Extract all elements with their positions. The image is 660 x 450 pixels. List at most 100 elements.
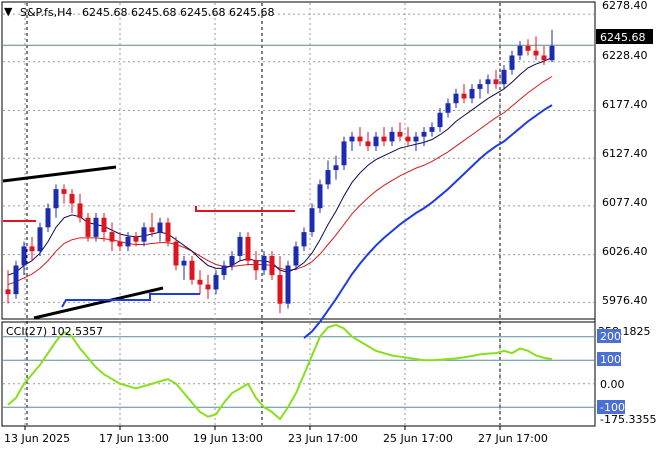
- candle-body: [373, 136, 379, 147]
- cci-axis-label: 200: [600, 330, 621, 343]
- candle-body: [445, 103, 451, 113]
- candles[interactable]: [5, 29, 555, 314]
- price-label: 6177.40: [602, 98, 648, 111]
- candle-body: [549, 45, 555, 61]
- candle-body: [485, 79, 491, 85]
- drawing-objects[interactable]: [2, 165, 295, 320]
- candle-body: [253, 260, 259, 271]
- cci-levels: [3, 336, 594, 408]
- blue-trend-line: [303, 104, 553, 339]
- candle-body: [533, 50, 539, 56]
- red-segment: [195, 206, 295, 212]
- candle-body: [229, 255, 235, 266]
- time-label: 23 Jun 17:00: [288, 432, 358, 445]
- main-pane-frame: [1, 1, 596, 320]
- candle-body: [333, 165, 339, 171]
- candle-body: [413, 136, 419, 142]
- candle-body: [173, 241, 179, 266]
- price-label: 6077.40: [602, 196, 648, 209]
- candle-body: [525, 45, 531, 51]
- time-label: 19 Jun 13:00: [193, 432, 263, 445]
- time-label: 25 Jun 17:00: [383, 432, 453, 445]
- candle-body: [277, 275, 283, 304]
- candle-body: [269, 255, 275, 276]
- candle-body: [157, 222, 163, 233]
- candle-body: [357, 136, 363, 142]
- candle-body: [189, 260, 195, 280]
- cci-level-tag: [597, 352, 621, 366]
- cci-axis-label: 0.00: [600, 378, 625, 391]
- candle-body: [429, 127, 435, 132]
- candle-body: [301, 232, 307, 247]
- candle-body: [237, 236, 243, 256]
- symbol-label: S&P.fs,H4: [20, 6, 72, 19]
- cci-level-tag: [597, 400, 625, 414]
- ohlc-values: 6245.68 6245.68 6245.68 6245.68: [82, 6, 274, 19]
- candle-body: [213, 275, 219, 290]
- candle-body: [197, 279, 203, 285]
- candle-body: [29, 246, 35, 252]
- cci-polyline: [7, 323, 553, 421]
- candle-body: [69, 193, 75, 204]
- candle-body: [149, 227, 155, 233]
- candle-body: [101, 217, 107, 233]
- candle-body: [261, 255, 267, 271]
- candle-body: [325, 170, 331, 185]
- candle-body: [341, 141, 347, 166]
- time-label: 13 Jun 2025: [4, 432, 70, 445]
- candle-body: [493, 79, 499, 85]
- current-price-label: 6245.68: [600, 31, 646, 44]
- candle-body: [181, 260, 187, 266]
- candle-body: [13, 265, 19, 295]
- price-label: 6127.40: [602, 147, 648, 160]
- candle-body: [405, 136, 411, 142]
- candle-body: [477, 84, 483, 89]
- time-label: 17 Jun 13:00: [99, 432, 169, 445]
- candle-body: [37, 227, 43, 252]
- candle-body: [61, 189, 67, 194]
- cci-axis-label: -175.3355: [600, 413, 656, 426]
- candle-body: [21, 246, 27, 266]
- candle-body: [93, 217, 99, 237]
- candle-body: [285, 265, 291, 304]
- candle-body: [5, 289, 11, 295]
- candle-body: [509, 55, 515, 70]
- candle-body: [45, 208, 51, 228]
- axes: [24, 2, 596, 430]
- collapse-triangle-icon[interactable]: ▼: [4, 5, 13, 18]
- trendline-lower: [33, 286, 164, 320]
- candle-body: [85, 217, 91, 237]
- candle-body: [109, 232, 115, 242]
- candle-body: [501, 69, 507, 85]
- candle-body: [293, 246, 299, 266]
- price-label: 6026.40: [602, 245, 648, 258]
- candle-body: [245, 236, 251, 261]
- trendline-upper: [2, 165, 117, 183]
- candle-body: [165, 222, 171, 242]
- candle-body: [365, 141, 371, 147]
- cci-line: [7, 323, 553, 421]
- candle-body: [469, 88, 475, 99]
- current-price-tag: [596, 29, 653, 44]
- candle-body: [205, 284, 211, 290]
- cci-label: CCI(27) 102.5357: [6, 325, 103, 338]
- time-label: 27 Jun 17:00: [478, 432, 548, 445]
- candle-body: [389, 131, 395, 142]
- candle-body: [461, 93, 467, 99]
- candle-body: [453, 93, 459, 104]
- candle-body: [53, 189, 59, 209]
- cci-axis-label: -100: [600, 401, 625, 414]
- candle-body: [437, 112, 443, 128]
- cci-axis-label: 100: [600, 353, 621, 366]
- candle-body: [421, 131, 427, 137]
- candle-body: [309, 208, 315, 233]
- candle-body: [317, 184, 323, 209]
- candle-body: [541, 55, 547, 61]
- price-label: 5976.40: [602, 294, 648, 307]
- candle-body: [141, 227, 147, 242]
- candle-body: [381, 136, 387, 142]
- candle-body: [517, 45, 523, 56]
- candle-body: [117, 241, 123, 247]
